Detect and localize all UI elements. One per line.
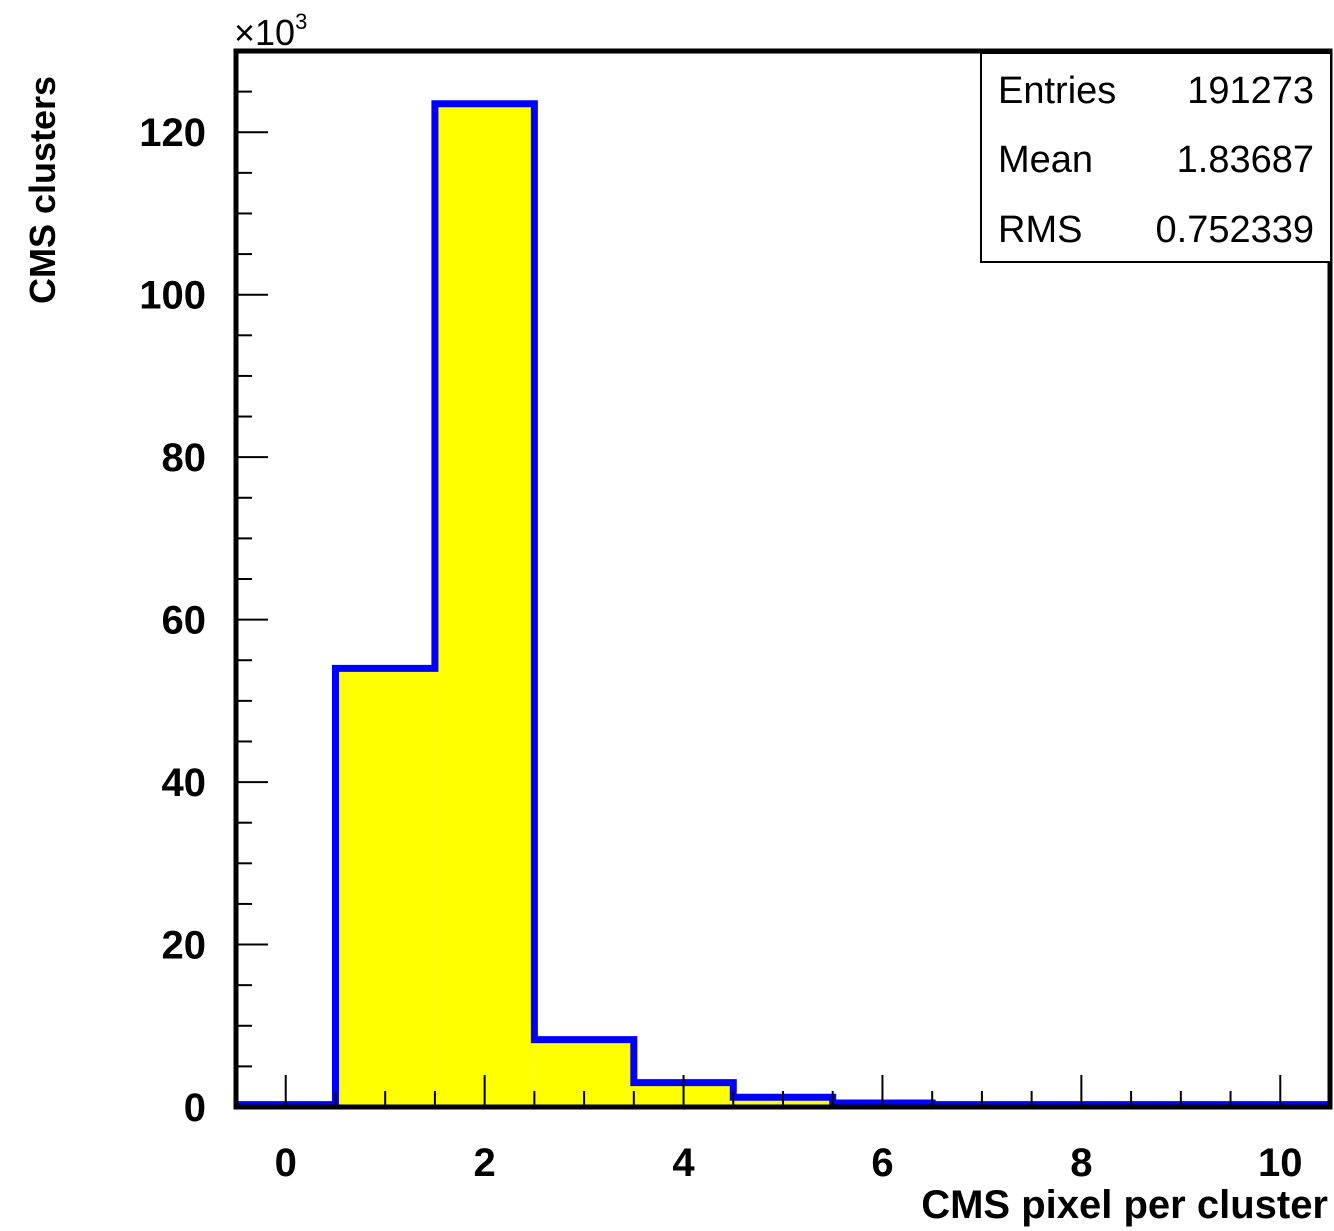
- y-tick-label: 120: [139, 111, 206, 155]
- plot-frame: [233, 48, 1333, 1110]
- stats-entries-value: 191273: [1187, 70, 1314, 112]
- stats-entries-label: Entries: [998, 70, 1116, 112]
- y-multiplier-exponent: 3: [295, 9, 307, 34]
- stats-box: Entries 191273 Mean 1.83687 RMS 0.752339: [980, 52, 1332, 263]
- y-axis-title: CMS clusters: [22, 76, 63, 304]
- x-tick-label: 0: [275, 1141, 297, 1185]
- x-tick-label: 8: [1070, 1141, 1092, 1185]
- x-tick-label: 4: [672, 1141, 695, 1185]
- x-tick-label: 6: [871, 1141, 893, 1185]
- y-tick-label: 60: [162, 599, 207, 643]
- y-tick-label: 80: [162, 436, 207, 480]
- y-tick-label: 0: [184, 1086, 206, 1130]
- y-tick-label: 20: [162, 924, 207, 968]
- y-multiplier-base: ×10: [234, 12, 295, 53]
- x-axis-title: CMS pixel per cluster: [921, 1183, 1328, 1227]
- y-multiplier: ×103: [234, 9, 307, 53]
- y-tick-label: 100: [139, 274, 206, 318]
- y-tick-label: 40: [162, 761, 207, 805]
- stats-rms-label: RMS: [998, 209, 1082, 251]
- histogram-bar-2: [434, 103, 535, 1108]
- x-tick-label: 10: [1258, 1141, 1303, 1185]
- stats-box-frame: [980, 52, 1332, 263]
- stats-rms-value: 0.752339: [1156, 209, 1315, 251]
- x-tick-label: 2: [474, 1141, 496, 1185]
- stats-mean-label: Mean: [998, 139, 1093, 181]
- stats-mean-value: 1.83687: [1177, 139, 1314, 181]
- histogram-bar-1: [335, 668, 435, 1107]
